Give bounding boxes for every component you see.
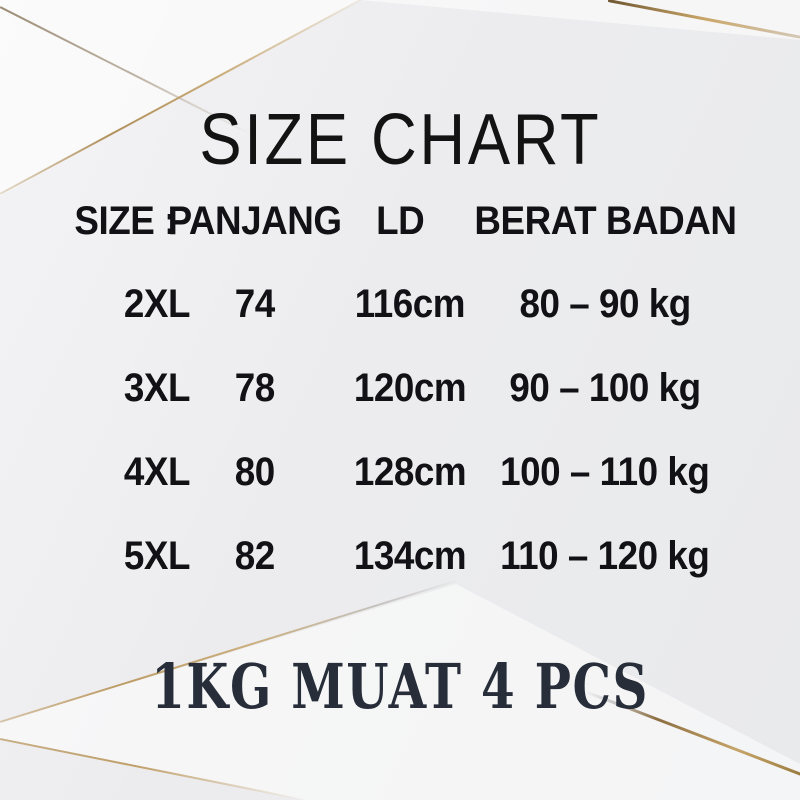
cell-berat-badan: 90 – 100 kg: [509, 366, 701, 410]
cell-ld: 134cm: [353, 534, 467, 578]
column-header-ld: LD: [375, 199, 425, 243]
column-header-berat-badan: BERAT BADAN: [473, 199, 737, 243]
table-row: 2XL 74 116cm 80 – 90 kg: [65, 262, 735, 346]
column-header-size: SIZE :: [74, 199, 176, 243]
footer-note: 1KG MUAT 4 PCS: [151, 650, 649, 723]
gold-line-bottom-left-lower: [0, 738, 307, 800]
cell-ld: 116cm: [354, 282, 466, 326]
cell-ld: 128cm: [353, 450, 467, 494]
cell-panjang: 82: [234, 534, 276, 578]
cell-ld: 120cm: [353, 366, 467, 410]
page-title: SIZE CHART: [199, 100, 601, 181]
cell-panjang: 74: [234, 282, 276, 326]
gold-line-top-right: [607, 0, 800, 39]
table-row: 5XL 82 134cm 110 – 120 kg: [65, 514, 735, 598]
cell-panjang: 78: [234, 366, 276, 410]
table-header-row: SIZE : PANJANG LD BERAT BADAN: [65, 196, 736, 246]
table-row: 4XL 80 128cm 100 – 110 kg: [65, 430, 735, 514]
cell-size: 4XL: [123, 450, 191, 494]
cell-berat-badan: 80 – 90 kg: [519, 282, 691, 326]
cell-berat-badan: 100 – 110 kg: [500, 450, 710, 494]
size-table: SIZE : PANJANG LD BERAT BADAN 2XL 74 116…: [65, 196, 736, 598]
cell-size: 3XL: [123, 366, 191, 410]
column-header-panjang: PANJANG: [168, 199, 342, 243]
cell-size: 2XL: [123, 282, 191, 326]
cell-berat-badan: 110 – 120 kg: [500, 534, 710, 578]
table-row: 3XL 78 120cm 90 – 100 kg: [65, 346, 735, 430]
cell-size: 5XL: [123, 534, 191, 578]
cell-panjang: 80: [234, 450, 276, 494]
